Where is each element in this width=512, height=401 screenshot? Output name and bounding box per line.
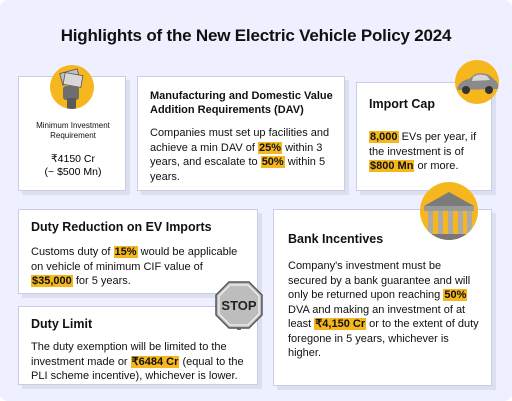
money-hand-icon bbox=[50, 65, 94, 109]
duty-reduction-card: Duty Reduction on EV Imports Customs dut… bbox=[18, 209, 258, 294]
import-cap-text: 8,000 EVs per year, if the investment is… bbox=[369, 131, 477, 172]
manufacturing-card: Manufacturing and Domestic Value Additio… bbox=[137, 76, 345, 191]
dva-50-highlight: 50% bbox=[443, 289, 468, 301]
cif-value-highlight: $35,000 bbox=[31, 275, 73, 287]
investment-label: Minimum Investment Requirement bbox=[36, 121, 110, 140]
investment-value-usd: (~ $500 Mn) bbox=[44, 166, 102, 178]
stop-label: STOP bbox=[221, 298, 256, 313]
duty-limit-card: Duty Limit The duty exemption will be li… bbox=[18, 306, 258, 385]
bank-text: Company's investment must be secured by … bbox=[288, 260, 479, 359]
bank-heading: Bank Incentives bbox=[288, 232, 384, 246]
page-title: Highlights of the New Electric Vehicle P… bbox=[60, 26, 452, 45]
investment-800-highlight: $800 Mn bbox=[369, 160, 415, 172]
dav-3yr-highlight: 25% bbox=[258, 141, 283, 154]
import-cap-heading: Import Cap bbox=[369, 97, 435, 111]
duty-limit-heading: Duty Limit bbox=[31, 317, 93, 331]
duty-limit-text: The duty exemption will be limited to th… bbox=[31, 341, 244, 382]
limit-6484-highlight: ₹6484 Cr bbox=[130, 355, 180, 368]
import-count-highlight: 8,000 bbox=[369, 131, 399, 143]
investment-card: Minimum Investment Requirement ₹4150 Cr … bbox=[18, 65, 126, 191]
car-icon bbox=[455, 60, 499, 104]
duty-reduction-heading: Duty Reduction on EV Imports bbox=[31, 220, 212, 234]
duty-15-highlight: 15% bbox=[113, 246, 138, 258]
dav-5yr-highlight: 50% bbox=[260, 156, 285, 168]
duty-reduction-text: Customs duty of 15% would be applicable … bbox=[31, 246, 238, 287]
investment-value-inr: ₹4150 Cr bbox=[50, 153, 96, 165]
bank-building-icon bbox=[420, 182, 478, 240]
stop-sign-icon: STOP bbox=[214, 280, 264, 330]
manufacturing-heading: Manufacturing and Domestic Value Additio… bbox=[150, 90, 333, 116]
investment-4150-highlight: ₹4,150 Cr bbox=[314, 318, 367, 330]
manufacturing-text: Companies must set up facilities and ach… bbox=[150, 127, 330, 183]
